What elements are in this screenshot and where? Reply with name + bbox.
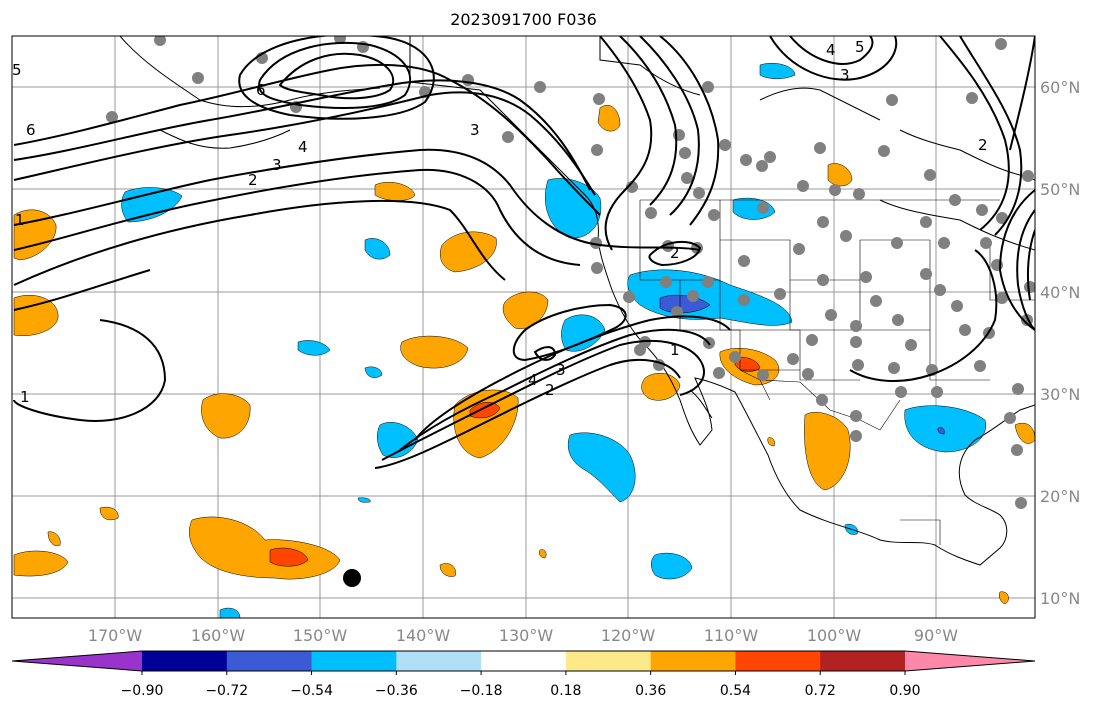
colorbar-tick-label: −0.36: [375, 683, 418, 699]
negative-anomaly-areas: [121, 62, 987, 618]
colorbar-segment: [481, 651, 567, 671]
colorbar-segment: [311, 651, 397, 671]
latitude-axis: 60°N 50°N 40°N 30°N 20°N 10°N: [1040, 78, 1080, 608]
contour-lines: [13, 36, 1035, 469]
svg-text:1: 1: [670, 341, 680, 359]
lon-tick: 90°W: [914, 626, 958, 645]
colorbar-extend-low: [12, 651, 142, 671]
lon-tick: 140°W: [396, 626, 451, 645]
colorbar-segment: [565, 651, 652, 671]
colorbar-segment: [142, 651, 228, 671]
svg-text:1: 1: [20, 388, 30, 406]
svg-text:4: 4: [298, 138, 308, 156]
colorbar-tick-label: −0.72: [205, 683, 248, 699]
svg-text:6: 6: [26, 121, 36, 139]
map-content: 6 2 3 4 6 5 3 4 5 3 2 2 1 4 3 2 1 1: [12, 36, 1035, 618]
svg-text:4: 4: [528, 371, 538, 389]
colorbar-segment: [650, 651, 736, 671]
lat-tick: 30°N: [1040, 385, 1080, 404]
svg-text:6: 6: [256, 81, 266, 99]
colorbar-tick-label: 0.18: [550, 683, 581, 699]
colorbar: −0.90 −0.72 −0.54 −0.36 −0.18 0.18 0.36 0.54 0.7…: [11, 650, 1036, 699]
svg-text:4: 4: [826, 41, 836, 59]
station-markers: [106, 36, 1035, 509]
longitude-axis: 170°W 160°W 150°W 140°W 130°W 120°W 110°…: [88, 626, 958, 645]
colorbar-tick-label: 0.90: [889, 683, 920, 699]
svg-text:2: 2: [248, 171, 258, 189]
lon-tick: 120°W: [601, 626, 656, 645]
lon-tick: 160°W: [191, 626, 246, 645]
colorbar-segment: [226, 651, 313, 671]
map-frame: [11, 35, 1036, 619]
lat-tick: 60°N: [1040, 78, 1080, 97]
svg-text:3: 3: [840, 66, 850, 84]
colorbar-extend-high: [905, 651, 1035, 671]
storm-marker: [343, 569, 361, 587]
svg-text:3: 3: [556, 361, 566, 379]
lon-tick: 130°W: [499, 626, 554, 645]
colorbar-tick-label: −0.18: [460, 683, 503, 699]
lon-tick: 110°W: [704, 626, 759, 645]
lat-tick: 10°N: [1040, 589, 1080, 608]
lon-tick: 170°W: [88, 626, 143, 645]
svg-text:1: 1: [15, 211, 25, 229]
colorbar-tick-label: 0.54: [720, 683, 751, 699]
lat-tick: 20°N: [1040, 487, 1080, 506]
svg-text:5: 5: [12, 61, 22, 79]
colorbar-tick-label: −0.54: [290, 683, 333, 699]
lon-tick: 100°W: [807, 626, 862, 645]
lat-tick: 40°N: [1040, 283, 1080, 302]
colorbar-segment: [820, 651, 906, 671]
svg-text:3: 3: [272, 156, 282, 174]
svg-text:5: 5: [855, 38, 865, 56]
colorbar-tick-label: 0.72: [805, 683, 836, 699]
colorbar-tick-label: −0.90: [121, 683, 164, 699]
colorbar-segment: [735, 651, 821, 671]
colorbar-tick-label: 0.36: [635, 683, 666, 699]
contour-labels: 6 2 3 4 6 5 3 4 5 3 2 2 1 4 3 2 1 1: [12, 38, 988, 406]
svg-text:2: 2: [670, 244, 680, 262]
svg-text:3: 3: [470, 121, 480, 139]
figure-title: 2023091700 F036: [450, 10, 597, 29]
colorbar-segment: [396, 651, 482, 671]
lat-tick: 50°N: [1040, 180, 1080, 199]
svg-text:2: 2: [545, 381, 555, 399]
lon-tick: 150°W: [293, 626, 348, 645]
svg-text:2: 2: [978, 136, 988, 154]
